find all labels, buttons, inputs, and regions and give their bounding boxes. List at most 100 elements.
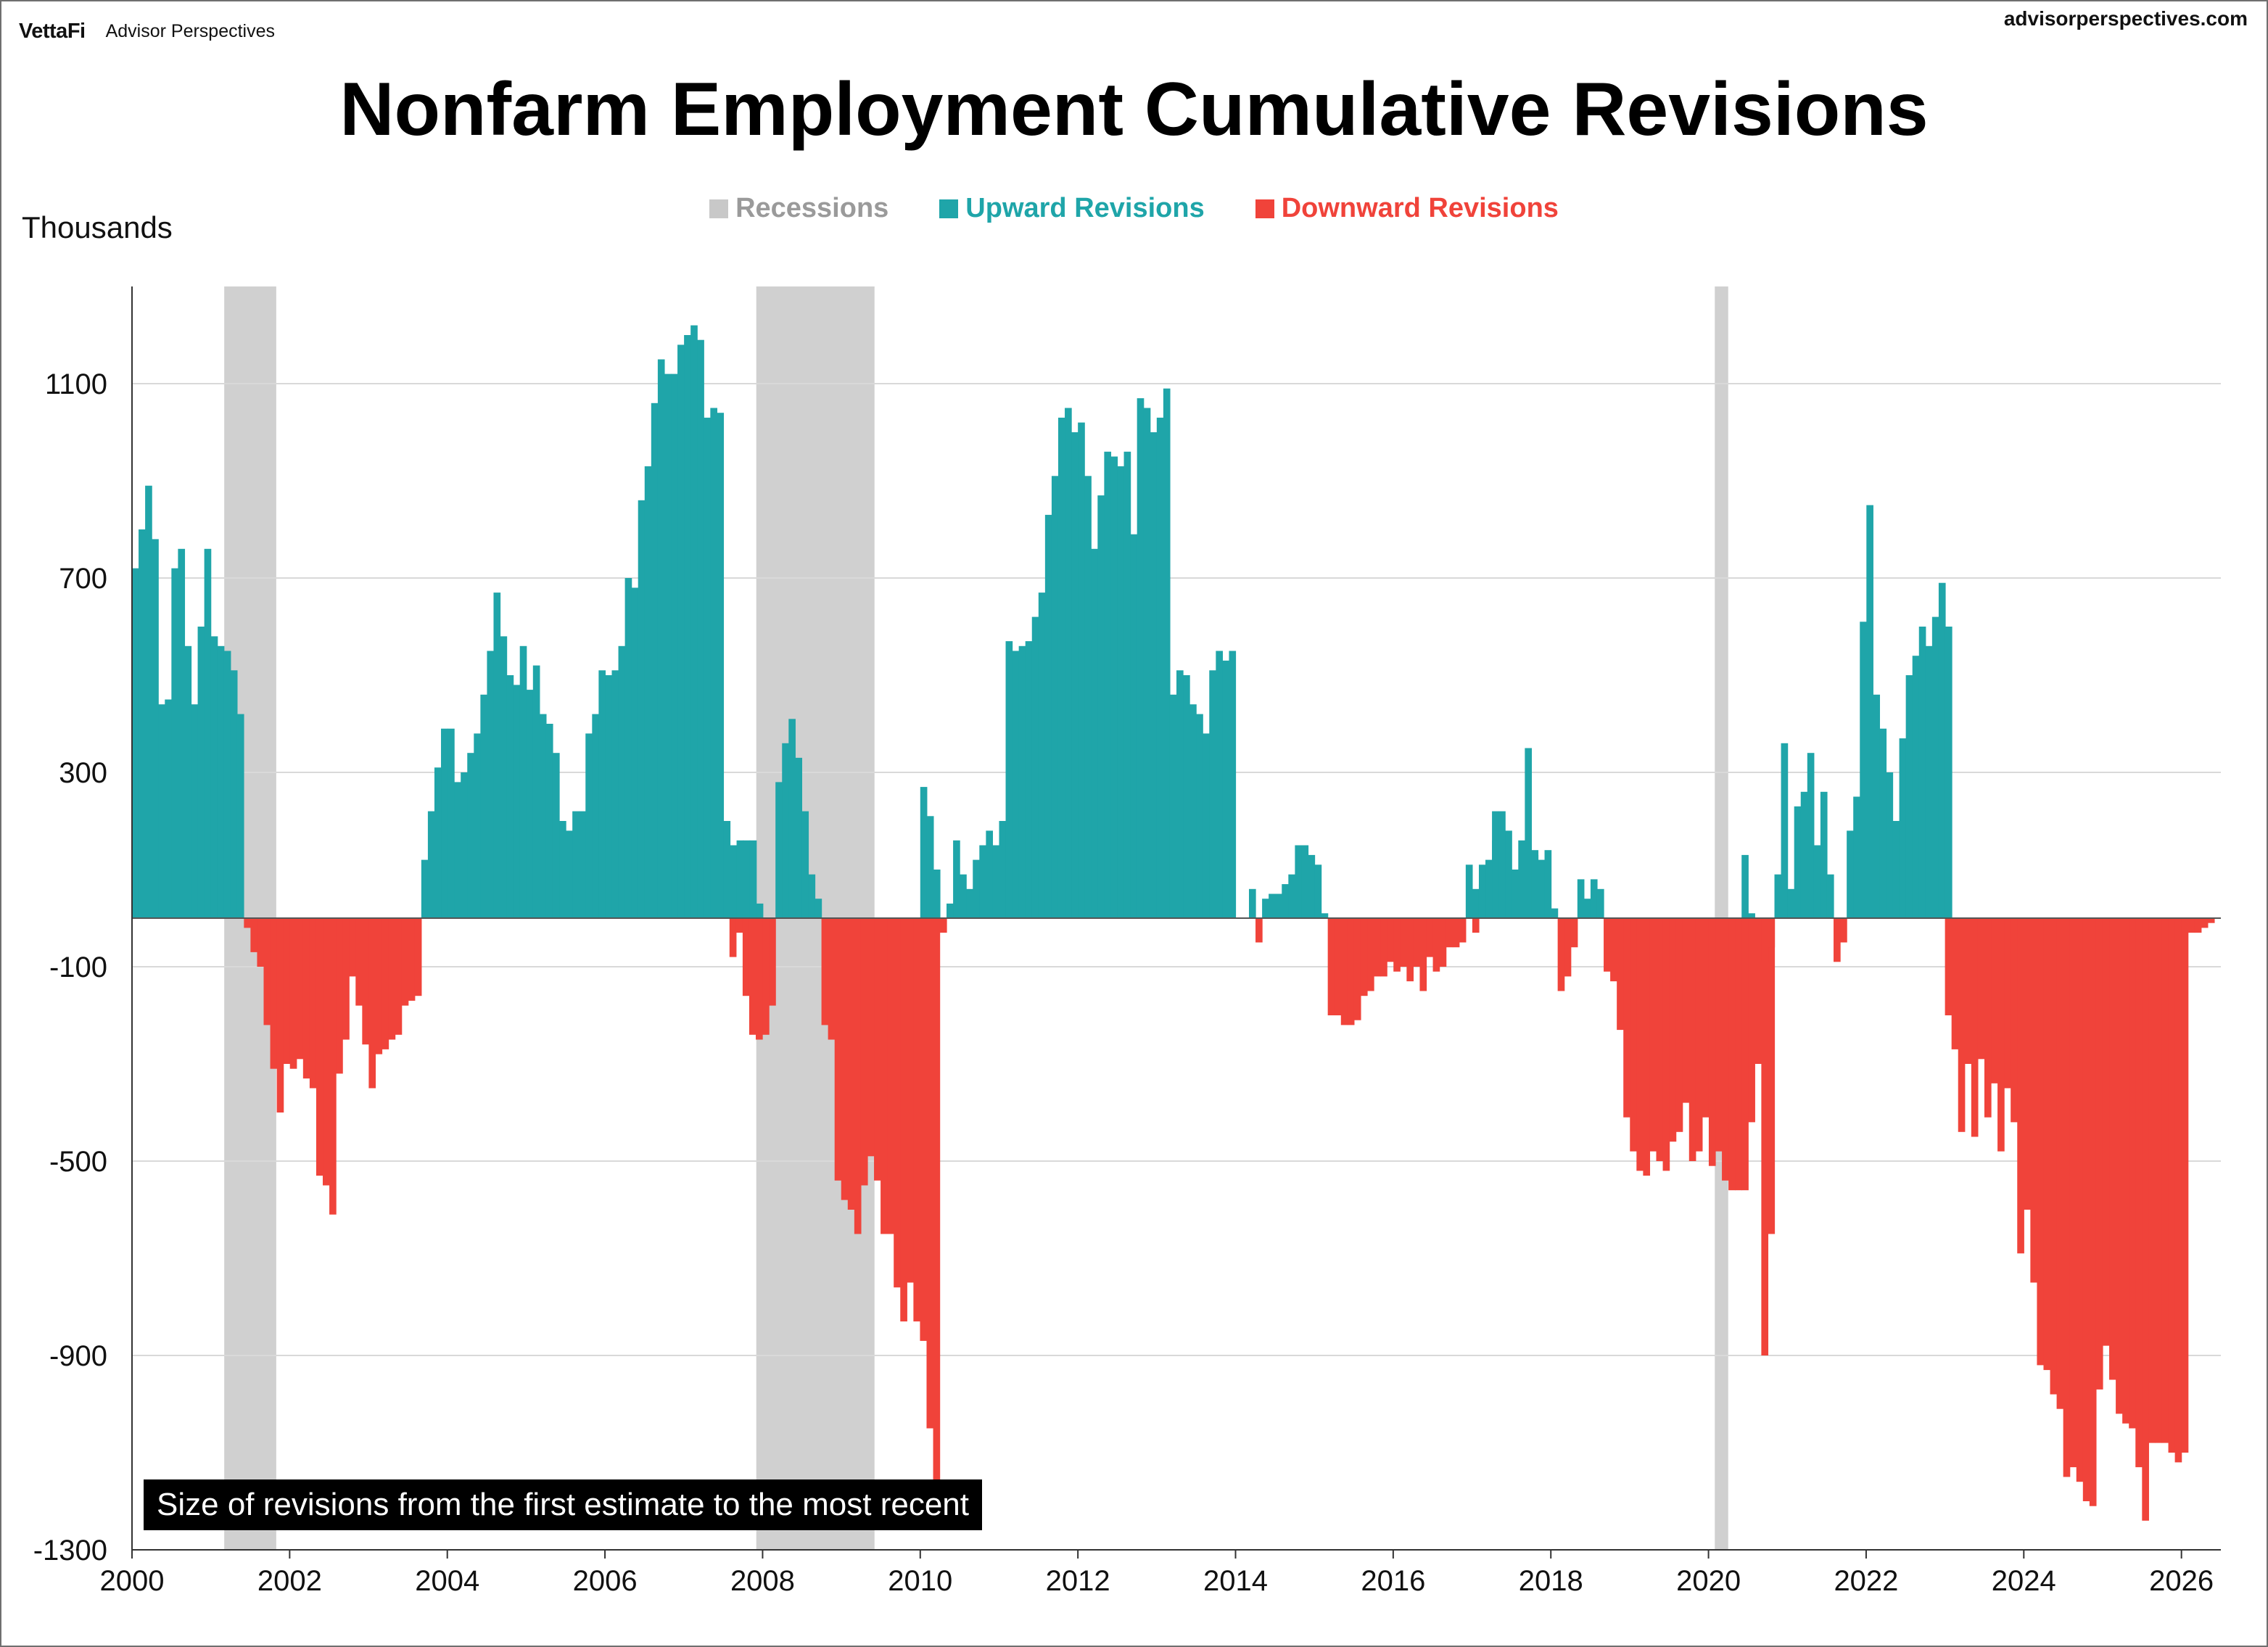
bar bbox=[1905, 675, 1913, 918]
bar bbox=[362, 918, 369, 1045]
bar bbox=[1800, 791, 1808, 918]
bar bbox=[1715, 918, 1723, 1152]
bar bbox=[427, 811, 435, 918]
bar bbox=[1065, 408, 1072, 918]
bar bbox=[1964, 918, 1972, 1064]
bar bbox=[579, 811, 586, 918]
bar bbox=[1472, 918, 1480, 933]
x-tick-label: 2024 bbox=[1992, 1565, 2056, 1597]
bar bbox=[1150, 432, 1158, 918]
bar bbox=[736, 840, 744, 918]
bar bbox=[263, 918, 271, 1025]
bar bbox=[651, 403, 659, 918]
bar bbox=[184, 645, 192, 918]
bar bbox=[1702, 918, 1710, 1118]
bar bbox=[1853, 796, 1860, 918]
legend-item-downward: Downward Revisions bbox=[1255, 193, 1559, 224]
bar bbox=[1446, 918, 1453, 948]
vettafi-logo: VettaFi bbox=[19, 19, 86, 43]
bar bbox=[1314, 864, 1322, 918]
bar bbox=[2168, 918, 2176, 1453]
bar bbox=[441, 728, 448, 918]
bar bbox=[1551, 908, 1559, 918]
x-tick-label: 2014 bbox=[1203, 1565, 1268, 1597]
bar bbox=[210, 636, 218, 918]
bar bbox=[1564, 918, 1572, 977]
x-tick-label: 2000 bbox=[100, 1565, 165, 1597]
bar bbox=[1912, 656, 1920, 918]
bar bbox=[1288, 874, 1295, 918]
bar bbox=[513, 685, 521, 918]
bar bbox=[1176, 670, 1184, 918]
bar bbox=[1327, 918, 1335, 1015]
bar bbox=[697, 339, 704, 918]
bar bbox=[1301, 845, 1309, 918]
bar bbox=[375, 918, 383, 1054]
bar bbox=[139, 529, 146, 918]
bar bbox=[1012, 651, 1020, 918]
bar bbox=[1945, 627, 1952, 918]
bar bbox=[1544, 850, 1552, 918]
bar bbox=[145, 485, 152, 918]
bar bbox=[302, 918, 310, 1079]
bar bbox=[2116, 918, 2123, 1414]
bar bbox=[775, 782, 783, 918]
bar bbox=[999, 821, 1007, 918]
bar bbox=[395, 918, 403, 1035]
legend-item-upward: Upward Revisions bbox=[939, 193, 1205, 224]
bar bbox=[1617, 918, 1624, 1031]
bar bbox=[717, 413, 725, 918]
bar bbox=[1669, 918, 1677, 1142]
bar bbox=[289, 918, 297, 1069]
chart-title: Nonfarm Employment Cumulative Revisions bbox=[339, 67, 1929, 152]
bar bbox=[1892, 821, 1900, 918]
bar bbox=[316, 918, 323, 1176]
bar bbox=[1879, 728, 1887, 918]
bar bbox=[815, 899, 822, 918]
bar bbox=[1708, 918, 1716, 1166]
bar bbox=[1143, 408, 1151, 918]
bar bbox=[461, 772, 468, 918]
bar bbox=[1334, 918, 1342, 1015]
bar bbox=[1688, 918, 1696, 1161]
bar bbox=[1728, 918, 1736, 1191]
bar bbox=[368, 918, 376, 1089]
bar bbox=[1295, 845, 1303, 918]
bar bbox=[552, 753, 560, 918]
bar bbox=[1353, 918, 1361, 1020]
bar bbox=[1997, 918, 2005, 1152]
bar bbox=[1596, 888, 1604, 918]
x-tick-label: 2004 bbox=[415, 1565, 479, 1597]
bar bbox=[729, 918, 737, 957]
bar bbox=[1945, 918, 1952, 1015]
bar bbox=[2207, 918, 2215, 923]
bar bbox=[2050, 918, 2058, 1395]
bar bbox=[966, 888, 973, 918]
bar bbox=[1931, 616, 1939, 918]
bar bbox=[1630, 918, 1637, 1152]
bar bbox=[257, 918, 265, 967]
bar bbox=[986, 830, 994, 918]
bar bbox=[448, 728, 455, 918]
bar bbox=[907, 918, 914, 1283]
bar bbox=[860, 918, 868, 1186]
bar bbox=[526, 690, 534, 918]
bar bbox=[401, 918, 409, 1006]
bar bbox=[244, 918, 251, 928]
bar bbox=[1485, 859, 1493, 918]
bar bbox=[2069, 918, 2077, 1468]
bar bbox=[2201, 918, 2209, 928]
bar bbox=[342, 918, 350, 1040]
bar bbox=[1380, 918, 1387, 977]
bar bbox=[1321, 913, 1329, 918]
bar bbox=[2082, 918, 2090, 1501]
bar bbox=[223, 651, 231, 918]
bar bbox=[1918, 627, 1926, 918]
y-tick-label: 700 bbox=[59, 563, 107, 595]
y-tick-label: -500 bbox=[49, 1146, 107, 1178]
bar bbox=[624, 578, 632, 918]
bar bbox=[1813, 845, 1821, 918]
bar bbox=[519, 645, 527, 918]
x-tick-label: 2002 bbox=[257, 1565, 322, 1597]
